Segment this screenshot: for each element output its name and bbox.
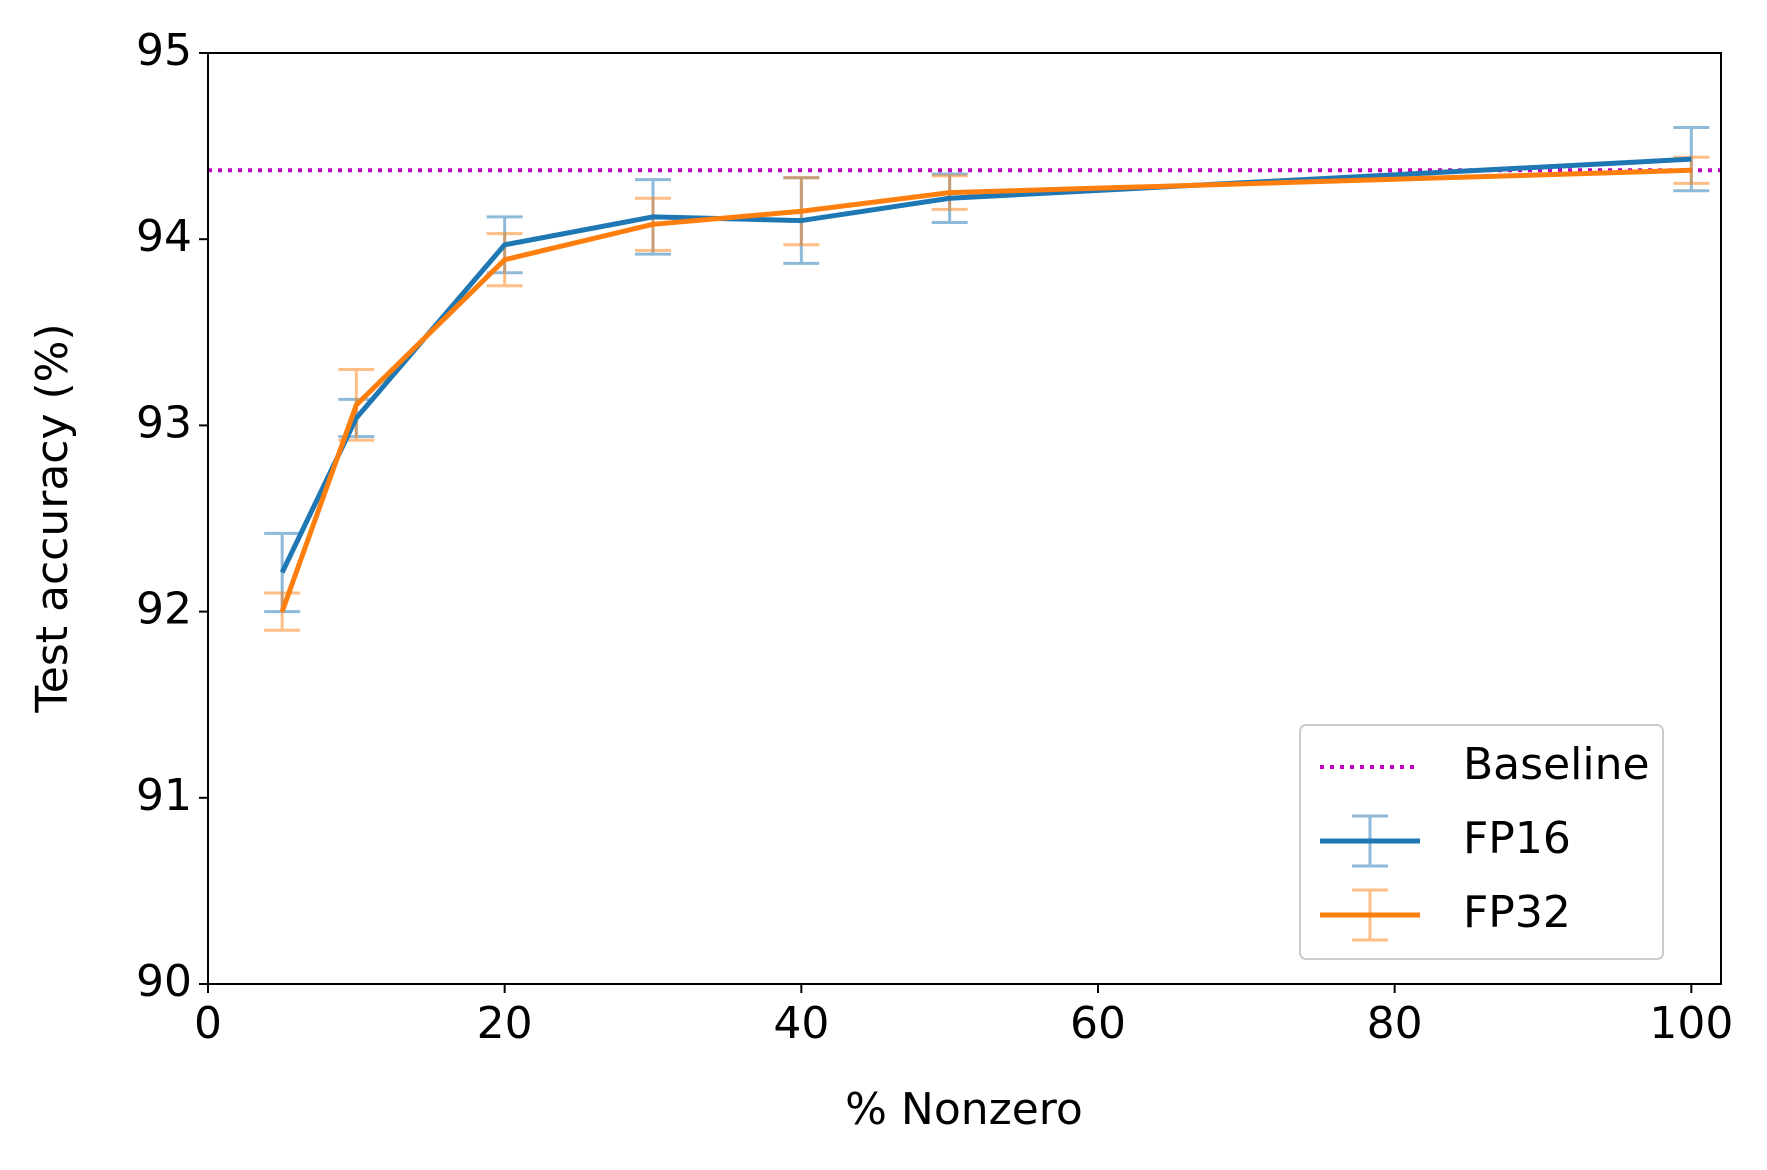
- y-tick-label: 95: [136, 25, 192, 76]
- series-line: [279, 156, 1692, 574]
- x-tick-label: 100: [1649, 998, 1733, 1049]
- x-tick-label: 40: [773, 998, 829, 1049]
- y-tick-label: 91: [136, 770, 192, 821]
- legend-errorbar: [1352, 888, 1388, 942]
- x-axis-label: % Nonzero: [845, 1084, 1083, 1135]
- x-tick-label: 0: [194, 998, 222, 1049]
- y-tick-label: 93: [136, 397, 192, 448]
- legend-label: FP32: [1463, 887, 1571, 938]
- legend-label: Baseline: [1463, 739, 1650, 790]
- y-tick-label: 90: [136, 956, 192, 1007]
- series-line: [279, 167, 1692, 613]
- y-tick-label: 94: [136, 211, 192, 262]
- y-axis-label: Test accuracy (%): [27, 323, 78, 713]
- legend-box: [1299, 724, 1664, 960]
- y-tick-label: 92: [136, 584, 192, 635]
- plot-frame: [207, 52, 1722, 985]
- x-tick-label: 20: [477, 998, 533, 1049]
- legend-errorbar: [1352, 814, 1388, 868]
- legend-label: FP16: [1463, 813, 1571, 864]
- x-tick-label: 60: [1070, 998, 1126, 1049]
- x-tick-label: 80: [1367, 998, 1423, 1049]
